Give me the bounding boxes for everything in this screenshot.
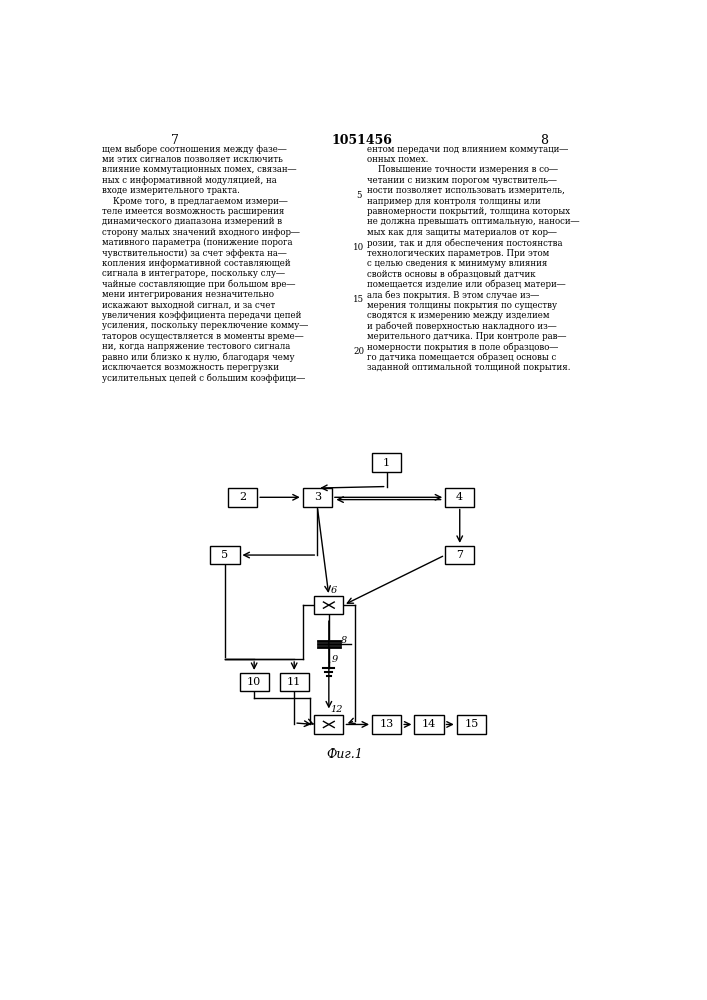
Text: равномерности покрытий, толщина которых: равномерности покрытий, толщина которых xyxy=(368,207,571,216)
Text: заданной оптимальной толщиной покрытия.: заданной оптимальной толщиной покрытия. xyxy=(368,363,571,372)
Text: Повышение точности измерения в со―: Повышение точности измерения в со― xyxy=(368,165,558,174)
Text: сторону малых значений входного инфор―: сторону малых значений входного инфор― xyxy=(102,228,299,237)
Text: 8: 8 xyxy=(341,636,347,645)
Bar xyxy=(314,596,344,614)
Text: онных помех.: онных помех. xyxy=(368,155,428,164)
Bar xyxy=(445,546,474,564)
Bar xyxy=(314,715,344,734)
Bar xyxy=(228,488,257,507)
Bar xyxy=(279,673,309,691)
Text: 4: 4 xyxy=(456,492,463,502)
Text: исключается возможность перегрузки: исключается возможность перегрузки xyxy=(102,363,279,372)
Bar xyxy=(414,715,443,734)
Text: 14: 14 xyxy=(422,719,436,729)
Text: динамического диапазона измерений в: динамического диапазона измерений в xyxy=(102,217,282,226)
Text: 1: 1 xyxy=(383,458,390,468)
Text: 11: 11 xyxy=(287,677,301,687)
Text: ала без покрытия. В этом случае из―: ала без покрытия. В этом случае из― xyxy=(368,290,539,300)
Bar xyxy=(372,715,402,734)
Text: щем выборе соотношения между фазе―: щем выборе соотношения между фазе― xyxy=(102,145,286,154)
Text: свойств основы в образцовый датчик: свойств основы в образцовый датчик xyxy=(368,269,536,279)
Bar xyxy=(240,673,269,691)
Text: усиления, поскольку переключение комму―: усиления, поскольку переключение комму― xyxy=(102,321,308,330)
Text: сводятся к измерению между изделием: сводятся к измерению между изделием xyxy=(368,311,550,320)
Text: Фиг.1: Фиг.1 xyxy=(326,748,363,761)
Text: не должна превышать оптимальную, наноси―: не должна превышать оптимальную, наноси― xyxy=(368,217,580,226)
Text: мативного параметра (понижение порога: мативного параметра (понижение порога xyxy=(102,238,292,247)
Bar xyxy=(210,546,240,564)
Text: чайные составляющие при большом вре―: чайные составляющие при большом вре― xyxy=(102,280,295,289)
Text: теле имеется возможность расширения: теле имеется возможность расширения xyxy=(102,207,284,216)
Text: ни, когда напряжение тестового сигнала: ни, когда напряжение тестового сигнала xyxy=(102,342,290,351)
Text: искажают выходной сигнал, и за счет: искажают выходной сигнал, и за счет xyxy=(102,301,275,310)
Bar xyxy=(303,488,332,507)
Text: 15: 15 xyxy=(464,719,479,729)
Text: технологических параметров. При этом: технологических параметров. При этом xyxy=(368,249,549,258)
Text: 12: 12 xyxy=(330,705,343,714)
Text: сигнала в интеграторе, поскольку слу―: сигнала в интеграторе, поскольку слу― xyxy=(102,269,284,278)
Bar xyxy=(372,453,402,472)
Text: помещается изделие или образец матери―: помещается изделие или образец матери― xyxy=(368,280,566,289)
Text: 7: 7 xyxy=(456,550,463,560)
Text: ности позволяет использовать измеритель,: ности позволяет использовать измеритель, xyxy=(368,186,565,195)
Text: усилительных цепей с большим коэффици―: усилительных цепей с большим коэффици― xyxy=(102,373,305,383)
Text: входе измерительного тракта.: входе измерительного тракта. xyxy=(102,186,240,195)
Text: таторов осуществляется в моменты време―: таторов осуществляется в моменты време― xyxy=(102,332,303,341)
Text: 2: 2 xyxy=(239,492,246,502)
Text: Кроме того, в предлагаемом измери―: Кроме того, в предлагаемом измери― xyxy=(102,197,287,206)
Text: увеличения коэффициента передачи цепей: увеличения коэффициента передачи цепей xyxy=(102,311,301,320)
Text: ентом передачи под влиянием коммутаци―: ентом передачи под влиянием коммутаци― xyxy=(368,145,568,154)
Text: 10: 10 xyxy=(354,243,365,252)
Text: 5: 5 xyxy=(356,191,361,200)
Text: и рабочей поверхностью накладного из―: и рабочей поверхностью накладного из― xyxy=(368,321,556,331)
Text: 3: 3 xyxy=(314,492,321,502)
Text: с целью сведения к минимуму влияния: с целью сведения к минимуму влияния xyxy=(368,259,548,268)
Text: чувствительности) за счет эффекта на―: чувствительности) за счет эффекта на― xyxy=(102,249,286,258)
Text: 9: 9 xyxy=(332,655,338,664)
Text: мерения толщины покрытия по существу: мерения толщины покрытия по существу xyxy=(368,301,557,310)
Text: например для контроля толщины или: например для контроля толщины или xyxy=(368,197,541,206)
Text: розии, так и для обеспечения постоянства: розии, так и для обеспечения постоянства xyxy=(368,238,563,248)
Text: ми этих сигналов позволяет исключить: ми этих сигналов позволяет исключить xyxy=(102,155,283,164)
Text: четании с низким порогом чувствитель―: четании с низким порогом чувствитель― xyxy=(368,176,557,185)
Text: 7: 7 xyxy=(171,134,179,147)
Text: мых как для защиты материалов от кор―: мых как для защиты материалов от кор― xyxy=(368,228,557,237)
Text: ных с информативной модуляцией, на: ных с информативной модуляцией, на xyxy=(102,176,276,185)
Text: равно или близко к нулю, благодаря чему: равно или близко к нулю, благодаря чему xyxy=(102,353,294,362)
Text: 15: 15 xyxy=(354,295,364,304)
Text: 1051456: 1051456 xyxy=(332,134,392,147)
Text: 6: 6 xyxy=(330,586,337,595)
Text: мерительного датчика. При контроле рав―: мерительного датчика. При контроле рав― xyxy=(368,332,566,341)
Text: 20: 20 xyxy=(354,347,364,356)
Text: номерности покрытия в поле образцово―: номерности покрытия в поле образцово― xyxy=(368,342,559,352)
Bar xyxy=(457,715,486,734)
Text: 13: 13 xyxy=(380,719,394,729)
Text: го датчика помещается образец основы с: го датчика помещается образец основы с xyxy=(368,353,556,362)
Text: копления информативной составляющей: копления информативной составляющей xyxy=(102,259,291,268)
Text: 8: 8 xyxy=(540,134,549,147)
Text: мени интегрирования незначительно: мени интегрирования незначительно xyxy=(102,290,274,299)
Bar xyxy=(445,488,474,507)
Text: влияние коммутационных помех, связан―: влияние коммутационных помех, связан― xyxy=(102,165,296,174)
Text: 10: 10 xyxy=(247,677,262,687)
Text: 5: 5 xyxy=(221,550,228,560)
